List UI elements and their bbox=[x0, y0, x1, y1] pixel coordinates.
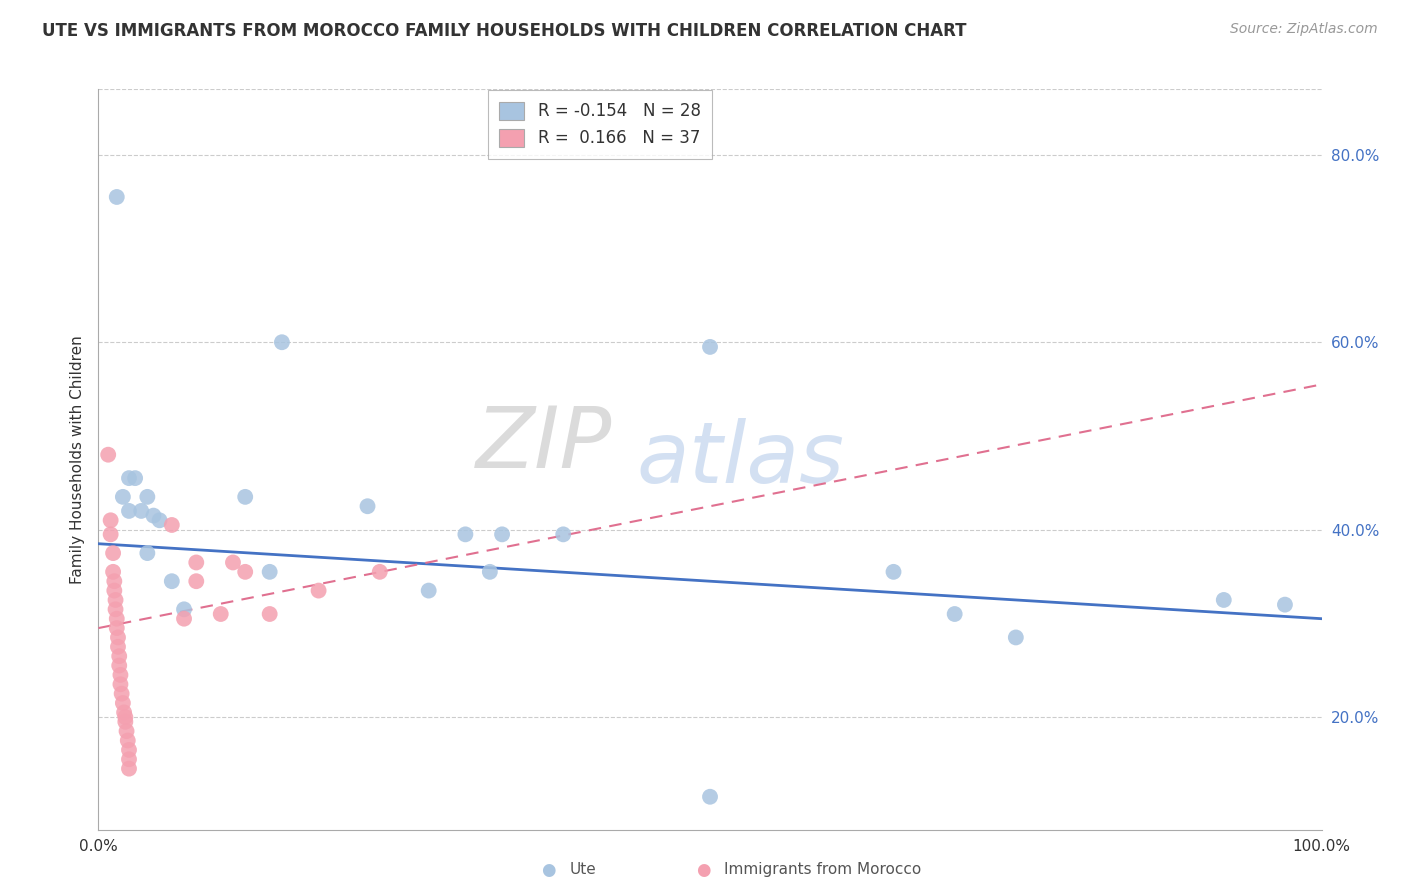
Point bbox=[160, 574, 183, 589]
Point bbox=[308, 583, 330, 598]
Point bbox=[108, 658, 131, 673]
Point bbox=[118, 743, 141, 757]
Point bbox=[943, 607, 966, 621]
Text: Immigrants from Morocco: Immigrants from Morocco bbox=[724, 863, 921, 877]
Point bbox=[553, 527, 575, 541]
Point bbox=[104, 593, 127, 607]
Point bbox=[112, 706, 135, 720]
Point bbox=[259, 607, 281, 621]
Text: ●: ● bbox=[541, 861, 555, 879]
Point bbox=[104, 602, 127, 616]
Point bbox=[105, 190, 128, 204]
Point bbox=[233, 490, 256, 504]
Point bbox=[186, 574, 208, 589]
Point bbox=[118, 504, 141, 518]
Point bbox=[107, 640, 129, 654]
Point bbox=[118, 762, 141, 776]
Point bbox=[454, 527, 477, 541]
Point bbox=[173, 612, 195, 626]
Point bbox=[100, 513, 122, 527]
Point bbox=[110, 668, 132, 682]
Point bbox=[111, 687, 134, 701]
Point bbox=[418, 583, 440, 598]
Point bbox=[124, 471, 146, 485]
Point bbox=[883, 565, 905, 579]
Point bbox=[105, 621, 128, 635]
Point bbox=[491, 527, 513, 541]
Point bbox=[118, 752, 141, 766]
Point bbox=[259, 565, 281, 579]
Point bbox=[222, 556, 245, 570]
Text: Source: ZipAtlas.com: Source: ZipAtlas.com bbox=[1230, 22, 1378, 37]
Text: atlas: atlas bbox=[637, 417, 845, 501]
Text: ●: ● bbox=[696, 861, 710, 879]
Point bbox=[186, 556, 208, 570]
Point bbox=[108, 649, 131, 664]
Point bbox=[270, 335, 294, 350]
Point bbox=[114, 710, 136, 724]
Point bbox=[117, 733, 139, 747]
Point bbox=[1212, 593, 1234, 607]
Point bbox=[368, 565, 391, 579]
Point bbox=[111, 490, 134, 504]
Point bbox=[118, 471, 141, 485]
Point bbox=[160, 518, 183, 533]
Point bbox=[1274, 598, 1296, 612]
Point bbox=[100, 527, 122, 541]
Point bbox=[107, 631, 129, 645]
Text: UTE VS IMMIGRANTS FROM MOROCCO FAMILY HOUSEHOLDS WITH CHILDREN CORRELATION CHART: UTE VS IMMIGRANTS FROM MOROCCO FAMILY HO… bbox=[42, 22, 967, 40]
Point bbox=[101, 565, 124, 579]
Point bbox=[1004, 631, 1026, 645]
Point bbox=[233, 565, 256, 579]
Point bbox=[103, 574, 125, 589]
Point bbox=[103, 583, 125, 598]
Text: ZIP: ZIP bbox=[475, 403, 612, 486]
Y-axis label: Family Households with Children: Family Households with Children bbox=[69, 335, 84, 583]
Point bbox=[478, 565, 501, 579]
Point bbox=[101, 546, 124, 560]
Point bbox=[136, 546, 159, 560]
Point bbox=[142, 508, 165, 523]
Point bbox=[699, 340, 721, 354]
Point bbox=[97, 448, 120, 462]
Point bbox=[114, 714, 136, 729]
Point bbox=[356, 500, 378, 514]
Legend: R = -0.154   N = 28, R =  0.166   N = 37: R = -0.154 N = 28, R = 0.166 N = 37 bbox=[488, 90, 713, 159]
Point bbox=[110, 677, 132, 691]
Point bbox=[149, 513, 172, 527]
Point bbox=[136, 490, 159, 504]
Point bbox=[111, 696, 134, 710]
Text: Ute: Ute bbox=[569, 863, 596, 877]
Point bbox=[105, 612, 128, 626]
Point bbox=[209, 607, 232, 621]
Point bbox=[173, 602, 195, 616]
Point bbox=[129, 504, 152, 518]
Point bbox=[699, 789, 721, 804]
Point bbox=[115, 724, 138, 739]
